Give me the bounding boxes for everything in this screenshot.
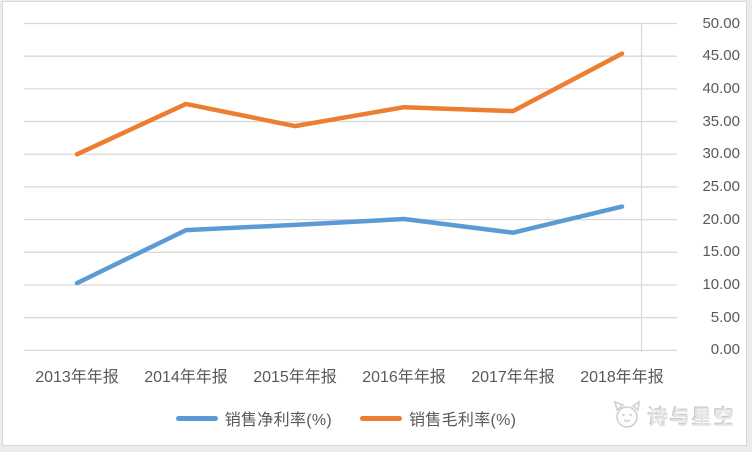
y-axis-tick-label: 5.00 (710, 308, 740, 326)
legend-label: 销售毛利率(%) (409, 412, 517, 429)
watermark: 诗与星空 (613, 400, 736, 430)
y-axis-tick-label: 40.00 (702, 79, 740, 97)
legend-line-swatch (360, 415, 402, 421)
x-axis-label: 2017年年报 (471, 369, 555, 386)
x-axis-label: 2014年年报 (144, 369, 228, 386)
y-axis-tick-label: 35.00 (702, 112, 740, 130)
legend-label: 销售净利率(%) (224, 412, 332, 429)
cat-logo-icon (613, 400, 641, 428)
y-axis-tick-label: 15.00 (702, 243, 740, 261)
y-axis-tick-label: 50.00 (702, 14, 740, 32)
chart-legend: 销售净利率(%) 销售毛利率(%) (0, 406, 692, 430)
y-axis-tick-label: 45.00 (702, 47, 740, 65)
x-axis-label: 2016年年报 (362, 369, 446, 386)
y-axis-tick-label: 25.00 (702, 177, 740, 195)
legend-item: 销售净利率(%) (175, 406, 332, 430)
chart-frame (2, 1, 747, 446)
x-axis-label: 2013年年报 (35, 369, 119, 386)
legend-line-swatch (175, 415, 218, 421)
y-axis-tick-label: 20.00 (702, 210, 740, 228)
x-axis-label: 2018年年报 (580, 369, 664, 386)
series-line-销售净利率(%) (74, 204, 625, 286)
y-axis-tick-label: 10.00 (702, 276, 740, 293)
watermark-text: 诗与星空 (648, 406, 736, 429)
series-line-销售毛利率(%) (74, 51, 625, 157)
y-axis-tick-label: 0.00 (710, 341, 740, 359)
y-axis-tick-label: 30.00 (702, 145, 740, 163)
legend-item: 销售毛利率(%) (360, 406, 516, 430)
x-axis-label: 2015年年报 (253, 369, 337, 386)
